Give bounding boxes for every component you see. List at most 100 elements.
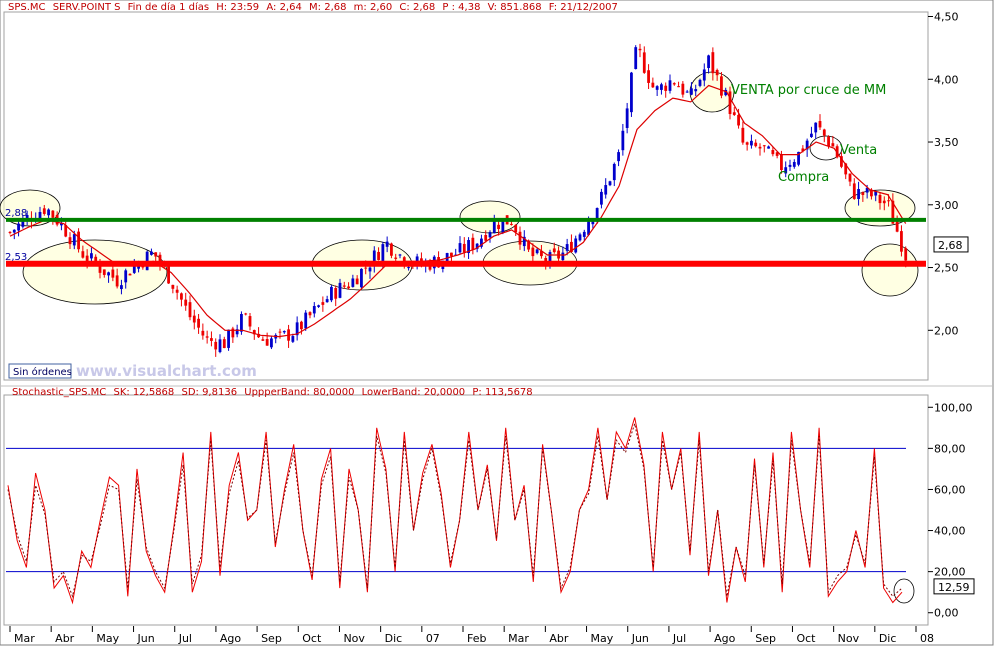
candle-body [167, 262, 170, 284]
candle-body [814, 122, 818, 133]
stoch-sk: SK: 12,5868 [113, 387, 174, 398]
header-volume: V: 851.868 [488, 2, 542, 13]
candle-body [647, 70, 650, 83]
candle-body [488, 232, 492, 238]
stoch-tick-label: 60,00 [934, 483, 966, 496]
candle-body [38, 211, 42, 220]
header-close: C: 2,68 [399, 2, 435, 13]
price-tick-label: 2,00 [934, 324, 959, 337]
stoch-name: Stochastic_SPS.MC [12, 387, 106, 398]
candle-body [900, 231, 903, 252]
candle-body [810, 133, 813, 138]
candle-body [90, 253, 93, 259]
candle-body [317, 305, 320, 307]
candle-body [450, 252, 453, 257]
header-time: H: 23:59 [216, 2, 259, 13]
candle-body [544, 257, 548, 263]
candle-body [818, 121, 822, 128]
candle-body [355, 278, 359, 285]
candle-body [282, 331, 286, 333]
candle-body [17, 223, 20, 231]
candle-body [240, 313, 243, 332]
candle-body [360, 268, 363, 288]
candle-body [321, 302, 325, 305]
candle-body [85, 255, 89, 262]
candle-body [720, 76, 723, 96]
x-tick-label: 07 [426, 632, 440, 645]
sin-ordenes-label: Sin órdenes [13, 366, 72, 378]
x-tick-label: Abr [549, 632, 569, 645]
candle-body [115, 275, 119, 287]
candle-body [715, 69, 719, 76]
candle-body [304, 312, 308, 329]
candle-body [68, 237, 72, 245]
annotation-ellipse [809, 135, 843, 161]
x-tick-label: Mar [508, 632, 529, 645]
candle-body [604, 185, 608, 195]
candle-body [531, 247, 535, 257]
header-date: F: 21/12/2007 [549, 2, 618, 13]
candle-body [758, 146, 762, 149]
candle-body [805, 140, 809, 150]
candle-body [42, 208, 46, 214]
x-tick-label: Jul [178, 632, 192, 645]
candle-body [98, 264, 102, 273]
candle-body [244, 313, 248, 315]
candle-body [415, 256, 419, 264]
candle-body [600, 191, 603, 205]
candle-body [192, 315, 196, 323]
candle-body [372, 250, 376, 266]
x-tick-label: Dic [879, 632, 897, 645]
header-pct: P : 4,38 [442, 2, 480, 13]
candle-body [535, 249, 539, 254]
candle-body [484, 234, 488, 241]
candle-body [690, 88, 693, 95]
candle-body [870, 189, 873, 197]
sin-ordenes-button[interactable] [8, 363, 72, 379]
watermark: www.visualchart.com [76, 362, 257, 380]
candle-body [8, 231, 12, 233]
level-label: 2,88 [5, 208, 27, 219]
level-label: 2,53 [5, 252, 27, 263]
candle-body [330, 286, 333, 301]
header-ticker: SPS.MC [8, 2, 46, 13]
stochastic-header: Stochastic_SPS.MC SK: 12,5868 SD: 9,8136… [12, 387, 533, 398]
candle-body [81, 251, 85, 258]
price-tick-label: 3,50 [934, 136, 959, 149]
x-tick-label: Oct [796, 632, 816, 645]
candle-body [651, 82, 655, 88]
candle-body [707, 55, 710, 69]
candle-body [394, 257, 398, 259]
candle-body [578, 234, 582, 241]
candle-body [677, 86, 680, 88]
x-tick-label: Feb [467, 632, 486, 645]
stoch-tick-label: 40,00 [934, 525, 966, 538]
candle-body [458, 243, 462, 253]
candle-body [595, 208, 599, 220]
candle-body [51, 210, 55, 218]
price-tick-label: 4,00 [934, 73, 959, 86]
header-name: SERV.POINT S [53, 2, 121, 13]
candle-body [750, 140, 753, 146]
candle-body [77, 231, 80, 250]
candle-body [861, 192, 865, 195]
x-tick-label: May [96, 632, 119, 645]
candle-body [694, 89, 698, 92]
candle-body [552, 248, 556, 253]
candle-body [767, 146, 770, 149]
stoch-tick-label: 100,00 [934, 401, 973, 414]
annotation-venta: Venta [840, 143, 877, 158]
candle-body [72, 234, 76, 246]
stoch-last-box [933, 578, 975, 595]
level-lines: 2,88 2,53 [5, 208, 926, 267]
candle-body [175, 289, 179, 293]
candle-body [205, 336, 209, 338]
candle-body [381, 244, 385, 261]
candle-body [831, 143, 835, 147]
candle-body [235, 329, 239, 335]
header-low: m: 2,60 [354, 2, 393, 13]
candle-body [792, 162, 796, 167]
candle-body [368, 267, 372, 272]
